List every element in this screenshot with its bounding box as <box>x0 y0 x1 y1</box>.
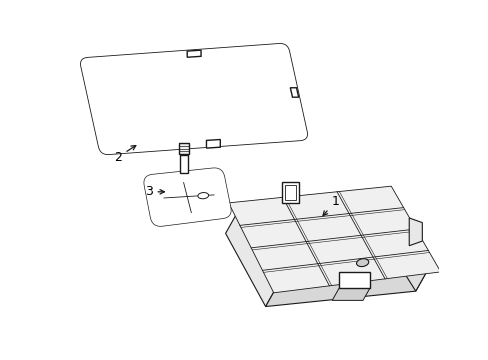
Polygon shape <box>180 155 187 172</box>
Polygon shape <box>285 185 295 200</box>
Polygon shape <box>84 47 303 151</box>
Polygon shape <box>231 189 437 290</box>
Polygon shape <box>265 266 429 306</box>
Polygon shape <box>89 51 299 147</box>
Polygon shape <box>148 173 226 221</box>
Polygon shape <box>339 272 369 288</box>
Polygon shape <box>206 139 220 148</box>
Polygon shape <box>290 88 298 97</box>
Text: 2: 2 <box>114 145 136 164</box>
Polygon shape <box>408 218 422 246</box>
Polygon shape <box>146 170 228 224</box>
Polygon shape <box>225 209 279 306</box>
Polygon shape <box>143 168 231 226</box>
Polygon shape <box>331 288 369 300</box>
Polygon shape <box>228 186 440 293</box>
Polygon shape <box>239 197 429 282</box>
Polygon shape <box>179 143 189 154</box>
Polygon shape <box>371 197 429 291</box>
Text: 3: 3 <box>144 185 164 198</box>
Polygon shape <box>187 50 201 57</box>
Polygon shape <box>282 181 299 203</box>
Polygon shape <box>152 176 222 218</box>
Ellipse shape <box>356 259 368 267</box>
Ellipse shape <box>198 193 208 199</box>
Text: 1: 1 <box>323 194 339 216</box>
Polygon shape <box>81 44 307 154</box>
